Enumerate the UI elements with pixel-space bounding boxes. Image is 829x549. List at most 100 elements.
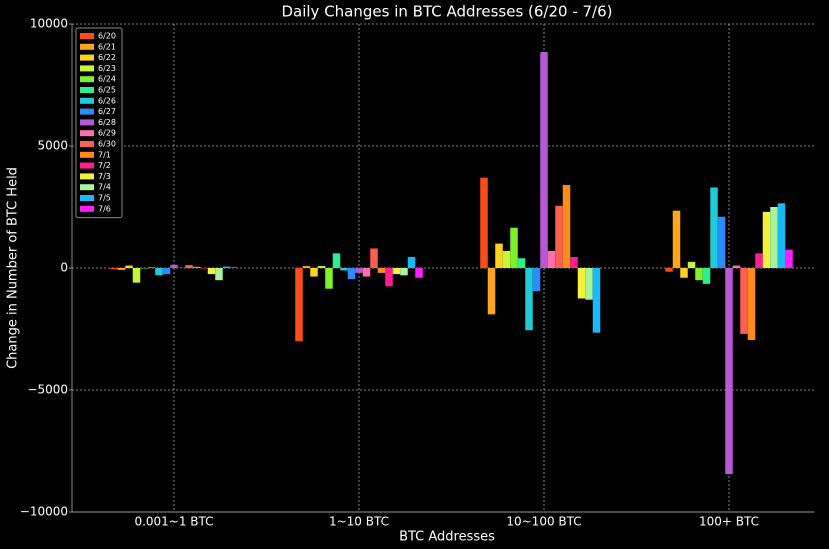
legend-label: 7/6: [98, 204, 111, 213]
bar: [480, 177, 488, 268]
bar: [215, 268, 223, 281]
bar: [355, 268, 363, 273]
legend-label: 6/22: [98, 53, 116, 62]
bar: [777, 203, 786, 268]
y-tick-label: −5000: [27, 383, 68, 397]
legend-label: 7/5: [98, 194, 111, 203]
x-tick-label: 100+ BTC: [699, 515, 759, 529]
legend-label: 6/24: [98, 75, 116, 84]
legend-swatch: [80, 162, 94, 169]
bar: [110, 268, 118, 270]
legend-swatch: [80, 97, 94, 104]
y-axis-label: Change in Number of BTC Held: [6, 167, 21, 369]
legend-swatch: [80, 54, 94, 61]
legend-label: 7/1: [98, 150, 111, 159]
legend-label: 7/4: [98, 183, 111, 192]
legend-label: 6/25: [98, 86, 116, 95]
bar: [540, 52, 548, 269]
bar: [222, 266, 231, 268]
bar: [147, 267, 156, 268]
bar: [502, 250, 511, 268]
bar: [725, 268, 733, 475]
bar: [370, 248, 378, 268]
bar: [555, 205, 563, 268]
bar: [317, 266, 326, 268]
bar: [547, 250, 556, 268]
bar: [495, 243, 503, 268]
legend-swatch: [80, 76, 94, 83]
y-tick-label: 0: [60, 261, 68, 275]
bar: [385, 268, 393, 287]
legend-swatch: [80, 184, 94, 191]
legend-label: 6/28: [98, 118, 116, 127]
legend-swatch: [80, 43, 94, 50]
legend-label: 6/29: [98, 129, 116, 138]
bar: [230, 267, 238, 268]
legend-swatch: [80, 173, 94, 180]
legend-label: 6/20: [98, 32, 116, 41]
legend-box: [75, 27, 123, 219]
bar: [155, 268, 163, 276]
legend-label: 6/23: [98, 64, 116, 73]
bar: [672, 210, 681, 268]
y-tick-label: 10000: [30, 17, 68, 31]
bar: [740, 268, 748, 334]
bar: [732, 265, 741, 268]
bar: [302, 266, 311, 268]
bar: [347, 268, 356, 279]
bar: [207, 268, 216, 275]
bar: [687, 261, 696, 268]
legend-label: 6/21: [98, 42, 116, 51]
bar: [665, 268, 673, 272]
bar: [710, 187, 718, 268]
legend-swatch: [80, 205, 94, 212]
bar: [362, 268, 371, 277]
bar: [170, 264, 178, 268]
legend-swatch: [80, 130, 94, 137]
y-tick-label: −10000: [20, 505, 68, 519]
x-tick-label: 1~10 BTC: [329, 515, 389, 529]
bar: [295, 268, 303, 342]
bar: [325, 268, 333, 289]
legend-swatch: [80, 195, 94, 201]
bar: [117, 268, 126, 270]
bar: [562, 185, 571, 268]
bar: [785, 249, 793, 268]
bar: [407, 257, 416, 268]
bar: [400, 268, 408, 276]
bar: [415, 268, 423, 278]
legend-swatch: [80, 87, 94, 93]
bar: [770, 207, 778, 268]
bar: [717, 216, 726, 268]
bar: [162, 268, 171, 275]
bar: [585, 268, 593, 300]
x-tick-label: 10~100 BTC: [506, 515, 581, 529]
legend-swatch: [80, 33, 94, 39]
bar: [340, 268, 348, 271]
bar: [570, 257, 578, 268]
bar: [510, 227, 518, 268]
legend-swatch: [80, 141, 94, 147]
x-tick-label: 0.001~1 BTC: [134, 515, 213, 529]
legend-swatch: [80, 65, 94, 72]
bar: [695, 268, 703, 281]
bar: [577, 268, 586, 299]
legend-swatch: [80, 119, 94, 126]
y-tick-label: 5000: [37, 139, 68, 153]
bar: [532, 268, 541, 292]
x-axis-label: BTC Addresses: [399, 530, 495, 545]
bar: [132, 268, 141, 283]
bar: [185, 265, 193, 268]
legend-swatch: [80, 108, 94, 115]
bar: [487, 268, 496, 315]
legend-label: 6/27: [98, 107, 116, 116]
bar: [192, 266, 201, 268]
bar: [592, 268, 601, 333]
bar: [762, 211, 771, 268]
bar: [680, 268, 688, 278]
bar: [747, 268, 756, 340]
legend-label: 6/30: [98, 140, 116, 149]
bar: [392, 268, 401, 275]
